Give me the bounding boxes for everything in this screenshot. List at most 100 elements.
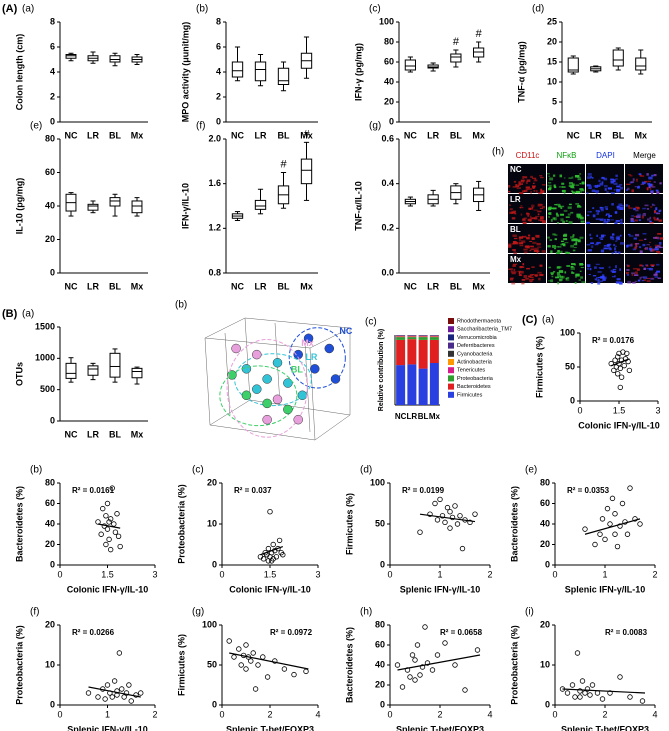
point <box>128 698 134 704</box>
point <box>612 511 618 517</box>
point <box>133 692 139 698</box>
bar-segment <box>418 336 428 338</box>
speck <box>658 210 661 213</box>
y-tick-label: 2 <box>50 91 55 101</box>
r2-label: R² = 0.0266 <box>72 628 115 637</box>
x-tick-label: NC <box>65 281 78 291</box>
point <box>579 678 586 684</box>
speck <box>597 271 602 273</box>
y-tick-label: 500 <box>40 384 55 394</box>
point <box>238 662 244 668</box>
speck <box>563 238 568 241</box>
speck <box>561 275 565 279</box>
x-tick-label: Mx <box>131 429 144 439</box>
panel-label: (h) <box>360 607 372 618</box>
speck <box>601 176 605 180</box>
speck <box>616 235 621 238</box>
speck <box>580 216 584 220</box>
channel-label: NFκB <box>557 151 577 160</box>
legend-swatch <box>448 375 454 382</box>
point <box>293 349 303 360</box>
speck <box>599 183 604 186</box>
speck <box>619 207 624 210</box>
point <box>126 682 132 688</box>
point <box>252 384 262 394</box>
speck <box>651 174 654 177</box>
speck <box>608 243 612 246</box>
speck <box>627 233 631 236</box>
legend-label: Deferribacteres <box>457 343 495 349</box>
speck <box>570 211 574 214</box>
speck <box>586 243 591 246</box>
speck <box>521 279 526 281</box>
x-axis-label: Splenic IFN-γ/IL-10 <box>400 584 481 594</box>
r2-label: R² = 0.037 <box>234 486 272 495</box>
point <box>123 690 130 696</box>
frame-line <box>204 317 246 339</box>
speck <box>554 247 556 250</box>
x-tick-label: 0 <box>219 709 224 719</box>
speck <box>590 176 593 178</box>
speck <box>593 185 597 188</box>
speck <box>531 204 535 208</box>
speck <box>568 185 573 187</box>
point <box>417 529 423 535</box>
speck <box>635 180 638 182</box>
legend-label: Cyanobacteria <box>457 351 493 357</box>
speck <box>642 233 647 235</box>
x-axis-label: Colonic IFN-γ/IL-10 <box>578 420 660 430</box>
speck <box>651 204 656 207</box>
speck <box>531 222 534 224</box>
speck <box>550 207 554 210</box>
legend-label: Firmicutes <box>457 392 483 398</box>
box <box>254 61 267 82</box>
point <box>452 662 458 668</box>
speck <box>648 176 653 180</box>
speck <box>599 182 602 184</box>
speck <box>643 267 646 271</box>
x-tick-label: Mx <box>634 130 647 140</box>
speck <box>513 268 516 272</box>
point <box>281 666 288 672</box>
speck <box>564 235 567 237</box>
speck <box>508 268 511 270</box>
speck <box>642 243 646 247</box>
speck <box>511 211 516 214</box>
x-tick-label: 2 <box>437 709 442 719</box>
speck <box>508 244 512 248</box>
speck <box>596 192 598 194</box>
speck <box>573 238 578 242</box>
speck <box>539 264 543 267</box>
x-tick-label: Mx <box>131 281 144 291</box>
x-tick-label: BL <box>109 281 121 291</box>
point <box>265 545 272 552</box>
x-tick-label: Mx <box>472 281 485 291</box>
y-tick-label: 100 <box>379 16 394 26</box>
speck <box>537 210 542 213</box>
speck <box>559 278 562 282</box>
x-tick-label: 4 <box>315 709 320 719</box>
speck <box>562 220 566 224</box>
speck <box>644 247 649 250</box>
speck <box>604 206 608 209</box>
speck <box>556 214 560 217</box>
x-tick-label: 2 <box>602 709 607 719</box>
group-ellipse <box>226 339 308 438</box>
speck <box>634 271 638 275</box>
point <box>632 516 638 522</box>
speck <box>587 211 591 213</box>
y-tick-label: 0 <box>545 559 550 569</box>
speck <box>615 190 620 193</box>
point <box>639 698 646 704</box>
y-tick-label: 60 <box>384 56 394 66</box>
x-tick-label: LR <box>87 429 99 439</box>
y-axis-label: Proteobacteria (%) <box>509 625 519 705</box>
y-tick-label: 0.2 <box>381 223 394 233</box>
y-tick-label: 10 <box>547 76 557 86</box>
speck <box>518 181 521 185</box>
point <box>95 694 101 700</box>
speck <box>655 207 658 211</box>
speck <box>656 245 661 248</box>
speck <box>513 248 516 252</box>
point <box>612 357 618 363</box>
